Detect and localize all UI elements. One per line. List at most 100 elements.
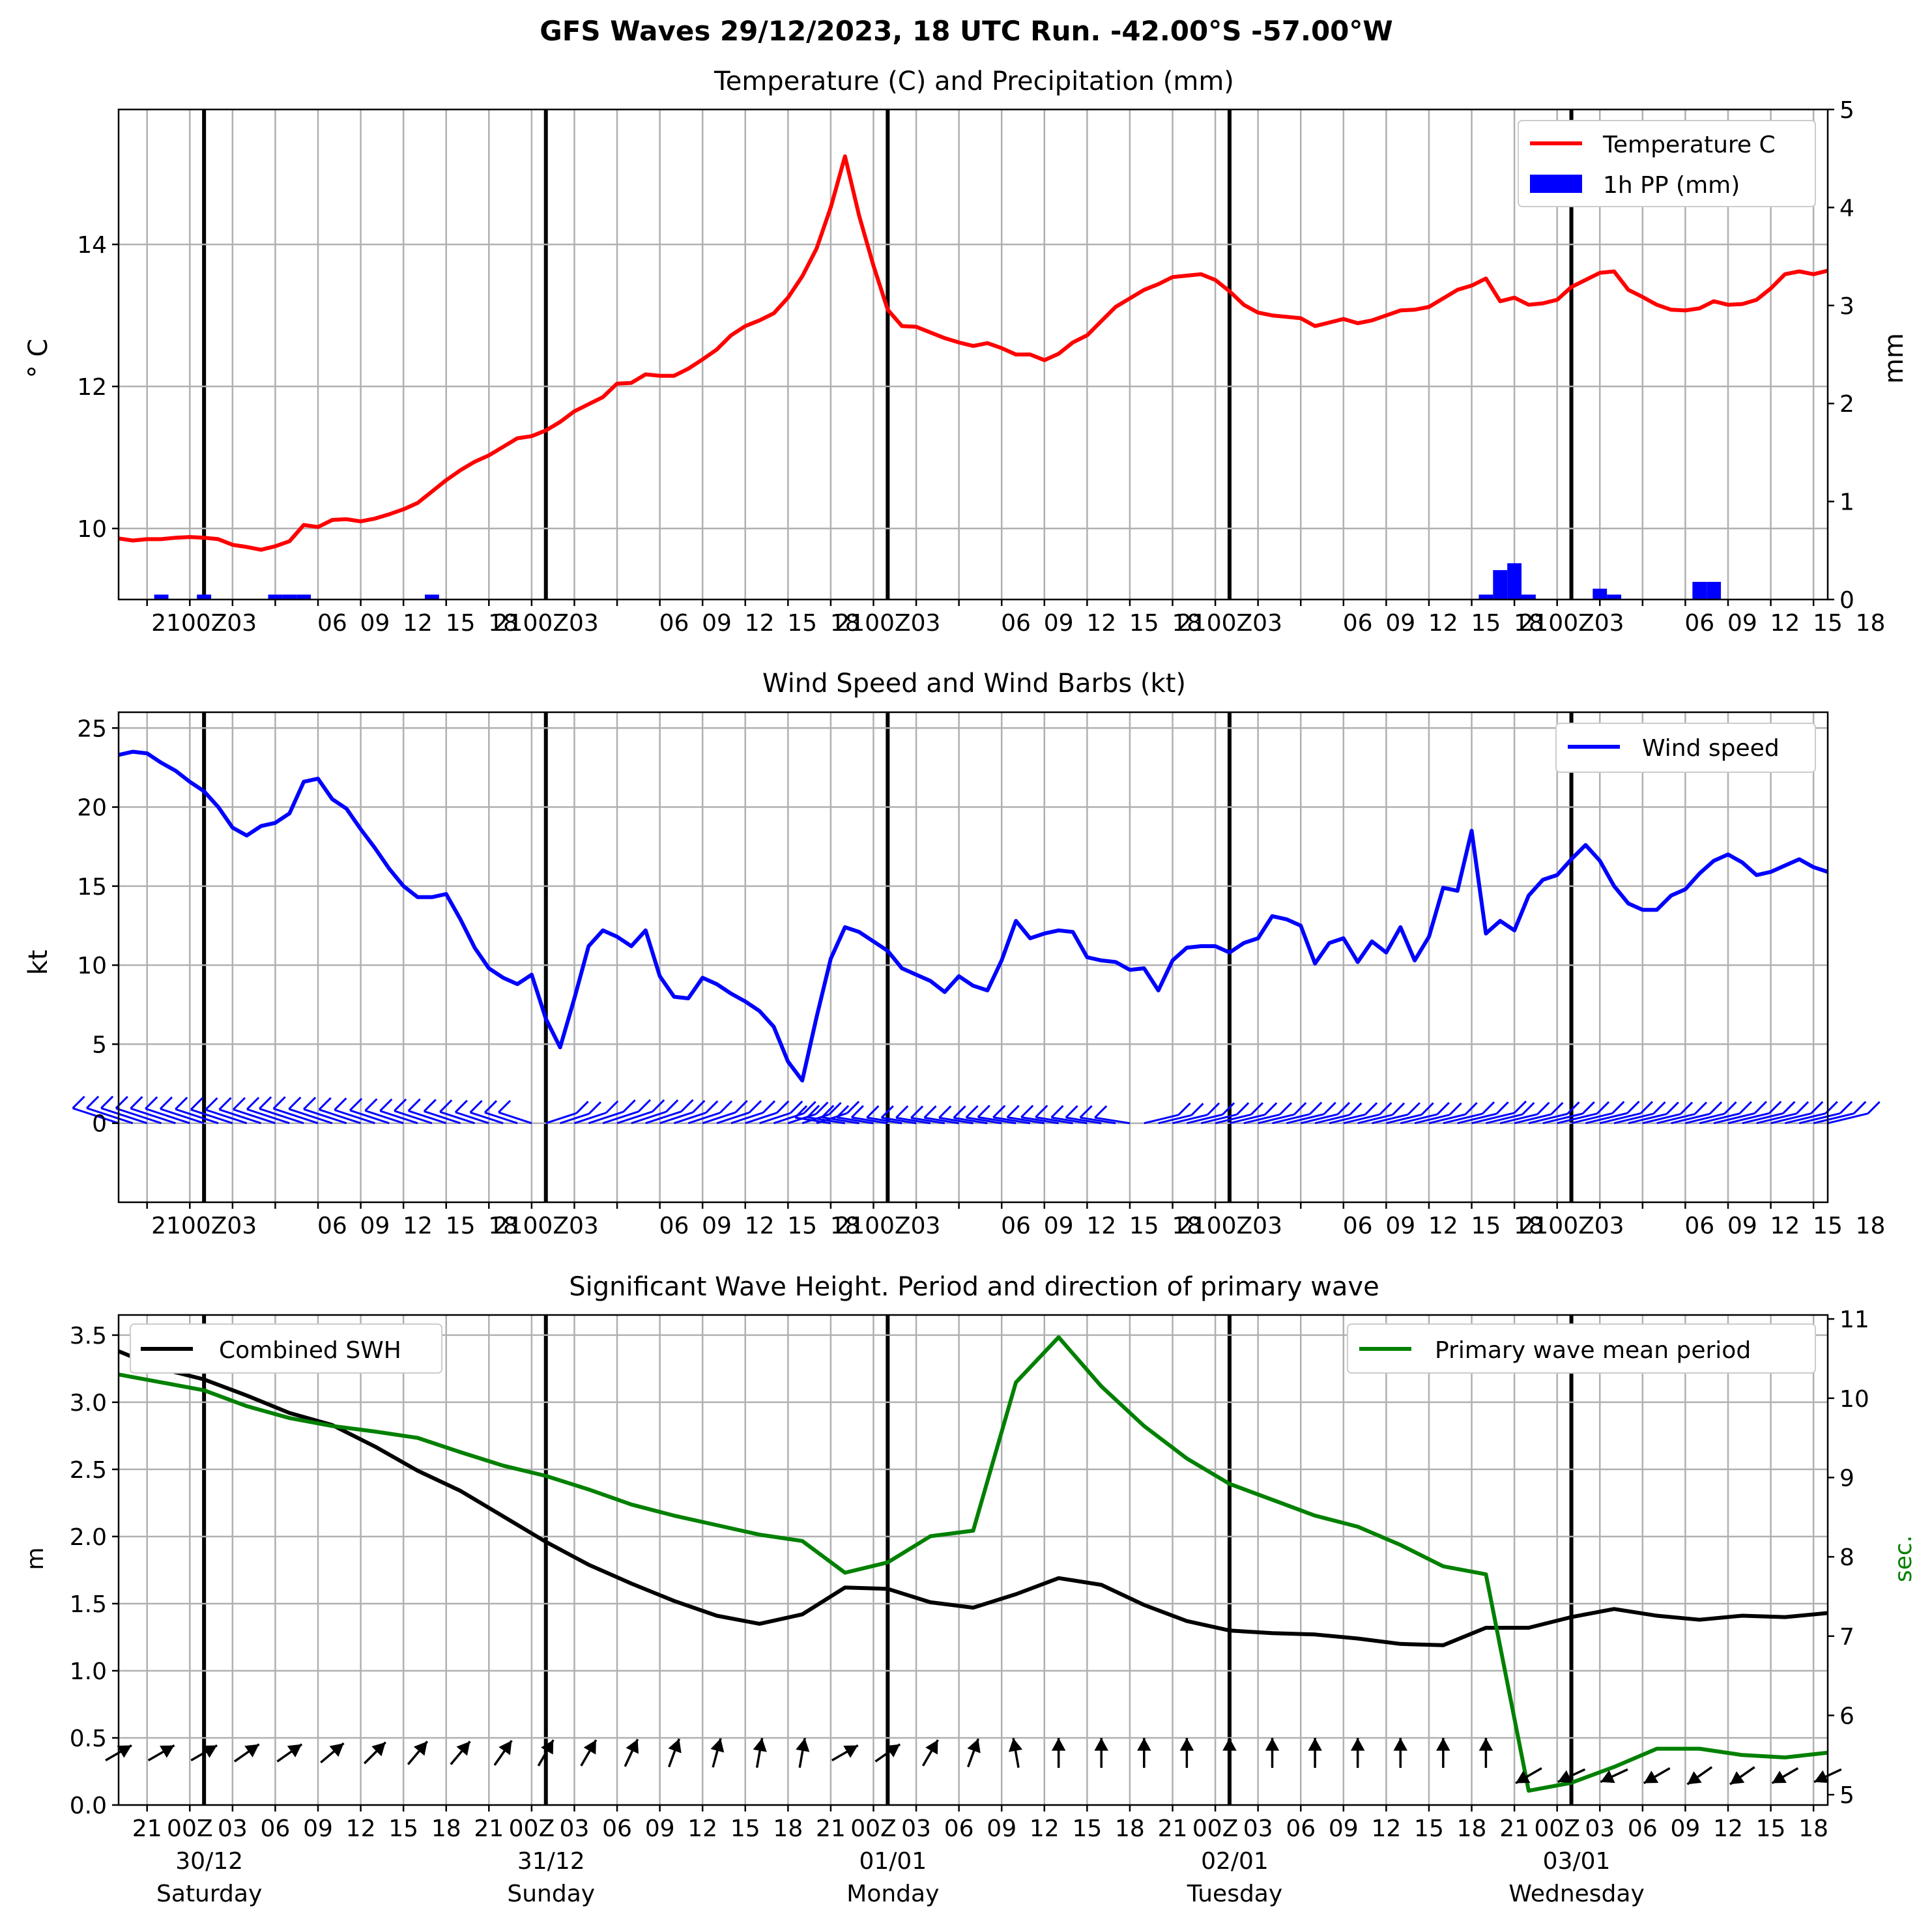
x-tick-label: 18 [1172, 610, 1202, 637]
y2-tick-label: 11 [1839, 1307, 1869, 1333]
y-tick-label: 0.0 [70, 1793, 107, 1819]
x-tick-label: 2100Z03 [835, 610, 940, 637]
y2-tick-label: 4 [1839, 195, 1854, 222]
wave-direction-arrowhead [1350, 1738, 1365, 1751]
x-tick-label: 21 [1499, 1815, 1529, 1842]
wind-barb-flag [1079, 1105, 1093, 1119]
wind-barb-flag [692, 1100, 706, 1114]
wind-barb-flag [130, 1096, 143, 1110]
wind-barb [1300, 1113, 1338, 1125]
wind-barb [1713, 1112, 1755, 1125]
wind-barb-flag [880, 1105, 894, 1119]
wind-barb-flag [1853, 1101, 1867, 1114]
wind-barb-flag [1782, 1101, 1796, 1114]
wind-barb [364, 1110, 404, 1125]
x-tick-label: 12 [403, 610, 433, 637]
x-tick-label: 15 [730, 1815, 760, 1842]
wind-barb-flag [1364, 1102, 1378, 1116]
wind-barb-flag [1264, 1102, 1278, 1116]
wind-barb-flag [86, 1095, 100, 1109]
wind-barb-flag [423, 1099, 437, 1112]
wind-barb-flag [1581, 1101, 1595, 1115]
wind-barb [759, 1112, 791, 1125]
wind-barb [100, 1107, 148, 1125]
wind-barb-flag [1652, 1101, 1666, 1115]
precip-axis-label: mm [1879, 333, 1909, 384]
legend-temperature-label: Temperature C [1602, 132, 1776, 158]
precip-bar [296, 594, 311, 599]
wind-barb [1414, 1114, 1450, 1125]
wind-barb-flag [1738, 1101, 1752, 1114]
x-tick-label: 15 [1072, 1815, 1102, 1842]
temperature-line [118, 154, 1828, 552]
wind-barb-flag [318, 1097, 332, 1110]
wind-barb [439, 1110, 475, 1125]
y2-tick-label: 0 [1839, 587, 1854, 614]
wind-barb [1770, 1112, 1811, 1125]
x-tick-label: 18 [488, 610, 518, 637]
wind-barb [1827, 1112, 1869, 1125]
day-date-label: 30/12 [175, 1848, 243, 1875]
wind-barb [588, 1110, 624, 1125]
x-tick-label: 06 [1343, 610, 1373, 637]
wind-barb-flag [100, 1095, 114, 1109]
precip-bar [1593, 588, 1608, 599]
x-tick-label: 15 [1129, 610, 1159, 637]
wind-barb [1021, 1116, 1059, 1125]
wind-barb-flag [1278, 1102, 1293, 1116]
wind-barb-flag [1407, 1102, 1420, 1116]
wave-direction-arrowhead [626, 1739, 639, 1754]
y2-tick-label: 10 [1839, 1386, 1869, 1413]
wave-period-axis-label: sec. [1890, 1535, 1917, 1582]
wind-barb-flag [992, 1105, 1006, 1118]
wind-barb-flag [1495, 1101, 1509, 1115]
wind-barb-flag [734, 1100, 748, 1114]
x-tick-label: 00Z [167, 1815, 212, 1842]
wind-barb-flag [588, 1101, 602, 1115]
wind-barb [1343, 1113, 1380, 1125]
x-tick-label: 15 [787, 610, 817, 637]
wind-barb [1542, 1112, 1583, 1125]
x-tick-label: 09 [1044, 1213, 1074, 1239]
x-tick-label: 2100Z03 [1519, 1213, 1624, 1239]
y2-tick-label: 3 [1839, 293, 1854, 320]
wind-barb-flag [379, 1098, 393, 1112]
x-tick-label: 00Z [1192, 1815, 1238, 1842]
wind-barb-flag [159, 1096, 173, 1110]
wave-direction-arrowhead [498, 1740, 512, 1755]
y-tick-label: 14 [77, 232, 107, 259]
wind-barb-flag [1392, 1102, 1406, 1116]
x-tick-label: 06 [1684, 610, 1714, 637]
wind-barb-flag [115, 1095, 128, 1109]
wind-barb-flag [1723, 1101, 1737, 1115]
x-tick-label: 06 [1001, 1213, 1031, 1239]
y2-tick-label: 2 [1839, 391, 1854, 418]
wind-barb-flag [439, 1099, 453, 1113]
swh-line [117, 1349, 1828, 1647]
wind-barb-flag [790, 1101, 803, 1114]
x-tick-label: 2100Z03 [151, 610, 257, 637]
x-tick-label: 09 [360, 1213, 390, 1239]
y-tick-label: 3.0 [70, 1390, 107, 1417]
wind-barb-flag [965, 1105, 979, 1119]
wind-barb-flag [1207, 1102, 1220, 1116]
wave-direction-arrowhead [1137, 1738, 1151, 1751]
wind-barb [573, 1112, 607, 1125]
x-tick-label: 09 [1385, 1213, 1415, 1239]
wind-barb [1528, 1112, 1568, 1125]
wind-barb [288, 1108, 333, 1125]
plot-frame [117, 108, 1829, 601]
x-tick-label: 21 [474, 1815, 504, 1842]
wind-barb-flag [776, 1100, 790, 1114]
temperature-legend: Temperature C 1h PP (mm) [1518, 120, 1816, 207]
y2-tick-label: 1 [1839, 489, 1854, 516]
wind-barb-flag [1309, 1101, 1323, 1115]
day-date-label: 03/01 [1543, 1848, 1611, 1875]
wind-barb [953, 1117, 988, 1125]
wind-barb-flag [762, 1100, 776, 1114]
wind-barb-flag [1679, 1101, 1694, 1115]
wave-direction-arrowhead [1772, 1770, 1787, 1784]
precip-bar [1521, 594, 1536, 599]
x-tick-label: 18 [1172, 1213, 1202, 1239]
